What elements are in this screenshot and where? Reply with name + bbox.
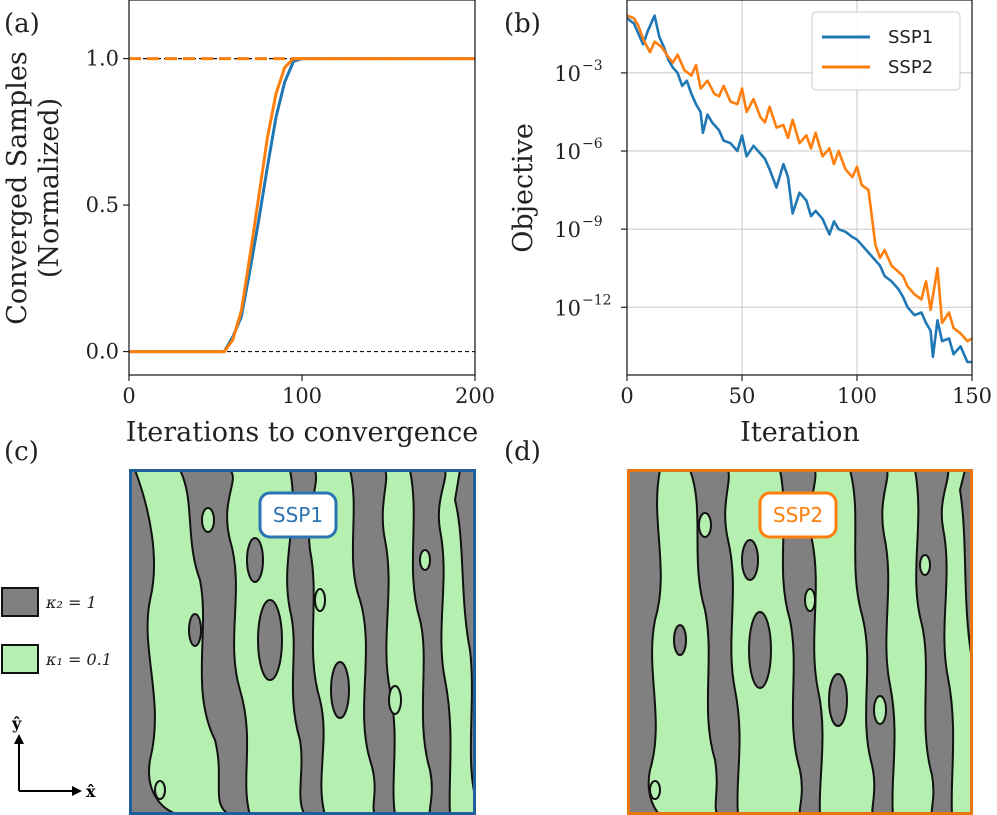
phase-key-dark-swatch — [1, 587, 39, 617]
chart-a-ylabel: Converged Samples — [2, 51, 33, 325]
chart-b-xtick-label: 0 — [620, 384, 633, 408]
axes-glyph: ŷ x̂ — [11, 714, 96, 801]
chart-b-series-ssp1 — [627, 14, 972, 364]
chart-b-legend: SSP1 SSP2 — [811, 11, 961, 91]
chart-a: 0 100 200 0.0 0.5 1.0 Iterations to converge… — [2, 0, 495, 448]
legend-label-ssp2: SSP2 — [888, 57, 933, 78]
chart-a-ylabel-2: (Normalized) — [34, 98, 65, 278]
map-ssp2-badge: SSP2 — [758, 491, 838, 539]
map-ssp2-border — [627, 469, 973, 815]
phase-key-light-label: κ₁ = 0.1 — [45, 650, 112, 669]
chart-b-ytick-exponent: −6 — [582, 136, 603, 152]
chart-a-xlabel: Iterations to convergence — [126, 417, 478, 448]
axes-glyph-x-label: x̂ — [86, 782, 96, 801]
chart-b-xlabel: Iteration — [740, 417, 860, 448]
chart-b-ytick-label: 10 — [554, 296, 581, 320]
chart-b-ytick-exponent: −3 — [582, 58, 603, 74]
chart-a-series-ssp2 — [129, 57, 475, 354]
axes-glyph-x-head — [72, 786, 82, 796]
map-ssp2-dark-domains — [627, 469, 973, 815]
map-ssp2-light-inclusions — [649, 512, 931, 800]
panel-label-b: (b) — [504, 9, 541, 39]
panel-label-d: (d) — [504, 437, 541, 467]
chart-b-ytick-exponent: −12 — [582, 292, 612, 308]
axes-glyph-y-head — [14, 734, 24, 744]
chart-a-ytick-label: 0.0 — [86, 340, 119, 364]
map-ssp2-badge-box — [758, 491, 838, 539]
phase-key-light-swatch — [1, 644, 39, 674]
map-ssp1-border — [129, 469, 476, 815]
chart-a-series-ssp1 — [129, 57, 475, 354]
panel-label-a: (a) — [4, 9, 40, 39]
map-ssp1-badge-box — [258, 491, 338, 539]
chart-a-ytick-label: 1.0 — [86, 47, 119, 71]
legend-box — [811, 11, 961, 91]
axes-glyph-y-label: ŷ — [11, 714, 22, 733]
phase-key-dark-label: κ₂ = 1 — [45, 593, 97, 612]
legend-label-ssp1: SSP1 — [888, 27, 933, 48]
chart-b-ytick-exponent: −9 — [582, 214, 603, 230]
map-ssp1-light-inclusions — [154, 507, 431, 800]
chart-a-xtick-label: 100 — [282, 384, 322, 408]
map-ssp1-dark-domains — [129, 469, 476, 815]
phase-key: κ₂ = 1 κ₁ = 0.1 — [1, 587, 112, 674]
map-ssp1-title: SSP1 — [273, 503, 323, 527]
chart-a-frame — [128, 0, 476, 376]
map-ssp2-title: SSP2 — [773, 503, 823, 527]
chart-b: 0 50 100 150 10−310−610−910−12 Iteration Ob… — [508, 0, 992, 448]
chart-b-ylabel: Objective — [508, 123, 539, 253]
chart-b-series-ssp2 — [627, 14, 972, 343]
chart-b-ytick-label: 10 — [554, 140, 581, 164]
map-ssp1: SSP1 — [129, 469, 476, 815]
map-ssp2: SSP2 — [627, 469, 973, 815]
map-ssp1-badge: SSP1 — [258, 491, 338, 539]
chart-a-xtick-label: 0 — [122, 384, 135, 408]
chart-b-frame — [626, 0, 973, 376]
chart-b-ytick-label: 10 — [554, 218, 581, 242]
chart-b-xtick-label: 50 — [729, 384, 756, 408]
chart-b-ytick-label: 10 — [554, 62, 581, 86]
chart-a-xtick-label: 200 — [455, 384, 495, 408]
chart-a-ytick-label: 0.5 — [86, 193, 119, 217]
panel-label-c: (c) — [4, 437, 39, 467]
chart-b-xtick-label: 100 — [837, 384, 877, 408]
chart-b-xtick-label: 150 — [952, 384, 992, 408]
